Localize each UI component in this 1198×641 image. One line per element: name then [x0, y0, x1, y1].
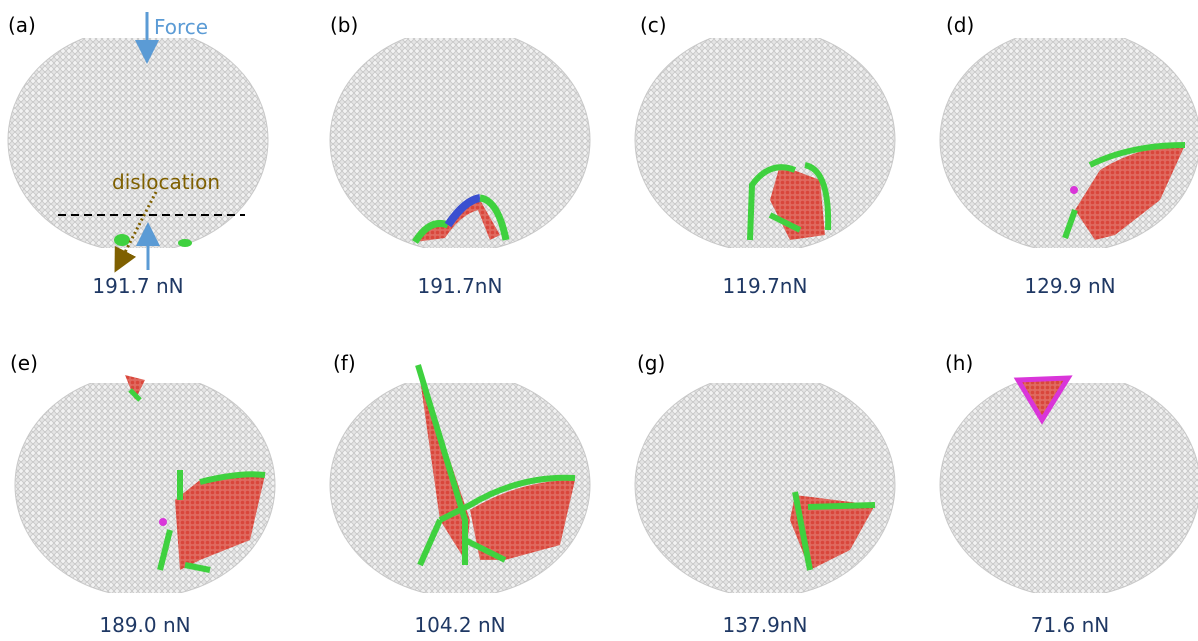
force-label: Force — [154, 15, 208, 39]
force-caption: 119.7nN — [723, 274, 808, 298]
force-caption: 191.7nN — [418, 274, 503, 298]
panel-label: (b) — [330, 13, 358, 37]
figure: Force dislocation (a) 191.7 nN (b) 191.7nN (… — [0, 0, 1198, 641]
panel-label: (e) — [10, 351, 38, 375]
panel-label: (c) — [640, 13, 667, 37]
particle — [635, 373, 895, 597]
particle — [940, 373, 1198, 597]
force-caption: 137.9nN — [723, 613, 808, 637]
force-caption: 129.9 nN — [1024, 274, 1115, 298]
panel-label: (h) — [945, 351, 973, 375]
particle — [635, 28, 895, 252]
force-caption: 191.7 nN — [92, 274, 183, 298]
particle — [8, 28, 268, 252]
force-caption: 104.2 nN — [414, 613, 505, 637]
panel-label: (g) — [637, 351, 665, 375]
force-caption: 189.0 nN — [99, 613, 190, 637]
panel-label: (a) — [8, 13, 36, 37]
force-caption: 71.6 nN — [1031, 613, 1110, 637]
panel-label: (d) — [946, 13, 974, 37]
panel-label: (f) — [333, 351, 356, 375]
dislocation-label: dislocation — [112, 170, 220, 194]
